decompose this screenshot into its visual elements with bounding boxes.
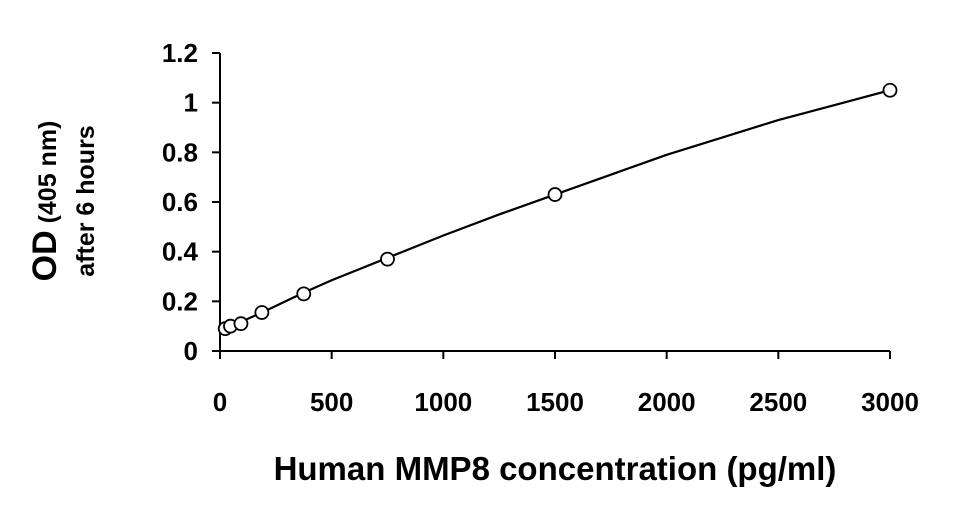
data-point: [296, 286, 312, 302]
y-axis-label-suffix: (405 nm): [34, 121, 62, 231]
data-point: [380, 251, 395, 267]
y-tick-label: 0: [184, 336, 198, 366]
fit-curve: [223, 89, 891, 331]
y-tick-label: 0.4: [162, 237, 199, 267]
y-axis-label-line2: after 6 hours: [72, 125, 100, 276]
data-point: [882, 82, 898, 98]
x-tick-label: 3000: [861, 387, 919, 417]
x-tick-label: 500: [310, 387, 353, 417]
plot-area: 0 0.2 0.4 0.6 0.8 1 1.2 0 500 1000 1500 2000 2500 300…: [162, 38, 919, 417]
x-tick-label: 0: [213, 387, 227, 417]
y-axis-label-line1: OD (405 nm): [26, 121, 64, 282]
y-tick-label: 0.8: [162, 137, 198, 167]
y-tick-label: 0.2: [162, 286, 198, 316]
y-tick-label: 0.6: [162, 187, 198, 217]
y-tick-label: 1.2: [162, 38, 198, 68]
x-tick-label: 1000: [414, 387, 472, 417]
y-tick-label: 1: [184, 88, 198, 118]
x-tick-label: 2000: [638, 387, 696, 417]
data-point: [233, 316, 249, 332]
y-axis-label-prefix: OD: [26, 230, 64, 281]
x-axis-title: Human MMP8 concentration (pg/ml): [274, 450, 837, 487]
data-point: [254, 305, 270, 320]
y-axis-title: OD (405 nm) after 6 hours: [26, 121, 100, 282]
data-point: [547, 187, 563, 202]
x-tick-label: 1500: [526, 387, 584, 417]
x-tick-label: 2500: [749, 387, 807, 417]
